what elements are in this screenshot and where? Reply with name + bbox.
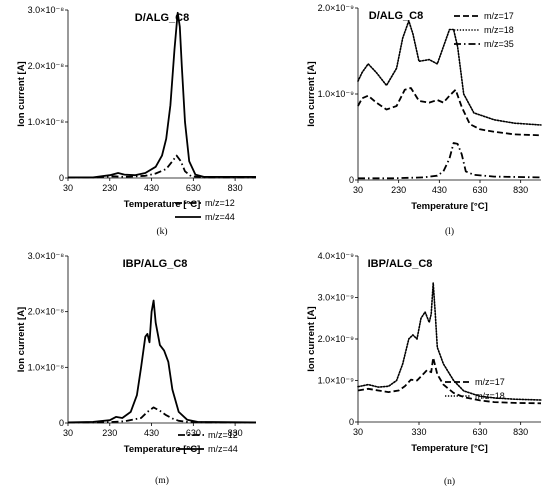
x-tick-label: 630 [472,427,487,437]
legend-label: m/z=17 [475,377,505,387]
y-tick-label: 1.0×10⁻⁸ [28,362,65,372]
legend-label: m/z=17 [484,11,514,21]
legend-label: m/z=18 [475,391,505,401]
chart-panel-3: 0 1.0×10⁻⁹ 2.0×10⁻⁹ 3.0×10⁻⁹ 4.0×10⁻⁹ 30 330 63… [306,251,542,487]
legend-label: m/z=35 [484,39,514,49]
y-axis-label: Ion current [A] [306,306,317,371]
y-tick-label: 0 [349,417,354,427]
chart-title: IBP/ALG_C8 [123,258,188,270]
y-axis-label: Ion current [A] [16,307,27,372]
x-axis-label: Temperature [°C] [124,199,200,210]
x-tick-label: 30 [353,185,363,195]
x-tick-label: 630 [186,428,201,438]
x-tick-label: 230 [391,185,406,195]
chart-title: D/ALG_C8 [369,10,423,22]
series-line-mz12 [68,154,256,179]
legend-label: m/z=44 [205,212,235,222]
legend-label: m/z=18 [484,25,514,35]
x-tick-label: 630 [186,183,201,193]
chart-title: IBP/ALG_C8 [368,258,433,270]
x-tick-label: 430 [144,428,159,438]
x-tick-label: 30 [63,428,73,438]
x-tick-label: 830 [513,427,528,437]
y-tick-label: 4.0×10⁻⁹ [318,251,355,261]
x-tick-label: 230 [102,183,117,193]
x-tick-label: 230 [102,428,117,438]
x-tick-label: 630 [472,185,487,195]
series-line-mz44 [67,299,257,424]
panel-caption: (m) [155,475,169,486]
series-line-mz17 [357,356,542,405]
y-tick-label: 1.0×10⁻⁹ [318,376,355,386]
legend-label: m/z=12 [205,198,235,208]
series-line-mz44 [68,11,256,179]
y-tick-label: 1.0×10⁻⁸ [28,117,65,127]
series-line-mz35 [358,142,542,180]
series-line-mz18 [357,20,542,126]
x-axis-label: Temperature [°C] [411,443,487,454]
y-tick-label: 0 [349,175,354,185]
y-axis-label: Ion current [A] [16,61,27,126]
x-tick-label: 330 [411,427,426,437]
legend-label: m/z=44 [208,444,238,454]
x-tick-label: 830 [228,183,243,193]
y-tick-label: 3.0×10⁻⁹ [318,293,355,303]
x-tick-label: 430 [144,183,159,193]
series-line-mz17 [357,87,542,137]
y-tick-label: 2.0×10⁻⁹ [318,3,355,13]
panel-caption: (n) [444,476,455,487]
legend-label: m/z=12 [208,430,238,440]
chart-panel-1: 0 1.0×10⁻⁹ 2.0×10⁻⁹ 30 230 430 630 830 D/ALG_C8 T… [306,3,542,237]
x-tick-label: 30 [353,427,363,437]
y-tick-label: 3.0×10⁻⁸ [28,251,65,261]
y-tick-label: 2.0×10⁻⁹ [318,334,355,344]
panel-caption: (l) [445,226,454,237]
chart-panel-2: 0 1.0×10⁻⁸ 2.0×10⁻⁸ 3.0×10⁻⁸ 30 230 430 630 830 I… [16,251,257,486]
y-tick-label: 0 [59,173,64,183]
x-tick-label: 830 [228,428,243,438]
y-tick-label: 3.0×10⁻⁸ [28,5,65,15]
x-tick-label: 430 [432,185,447,195]
x-axis-label: Temperature [°C] [411,201,487,212]
x-axis-label: Temperature [°C] [124,444,200,455]
x-tick-label: 830 [513,185,528,195]
panel-caption: (k) [156,226,167,237]
y-tick-label: 0 [59,418,64,428]
y-tick-label: 2.0×10⁻⁸ [28,307,65,317]
series-line-mz18 [357,282,542,401]
chart-panel-0: 0 1.0×10⁻⁸ 2.0×10⁻⁸ 3.0×10⁻⁸ 30 230 430 630 830 D… [16,5,256,237]
y-axis-label: Ion current [A] [306,61,317,126]
y-tick-label: 2.0×10⁻⁸ [28,61,65,71]
x-tick-label: 30 [63,183,73,193]
y-tick-label: 1.0×10⁻⁹ [318,89,355,99]
series-line-mz12 [68,406,256,424]
chart-title: D/ALG_C8 [135,12,189,24]
